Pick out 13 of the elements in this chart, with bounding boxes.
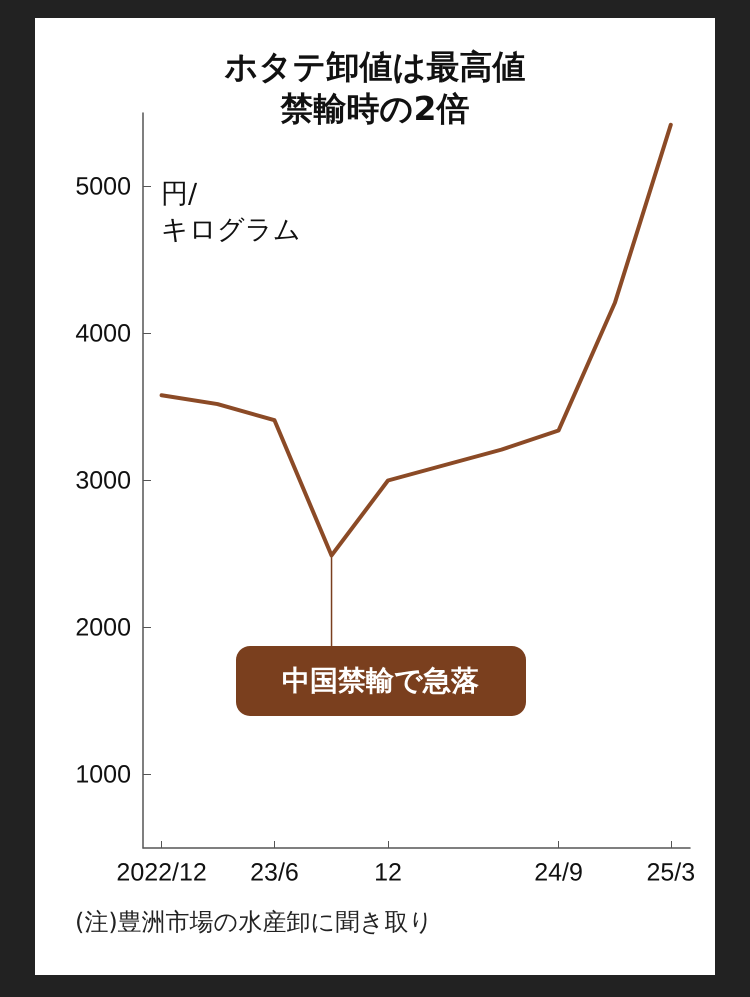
- x-tick-label: 24/9: [534, 858, 583, 886]
- x-tick-label: 23/6: [250, 858, 299, 886]
- chart-title: ホタテ卸値は最高値禁輸時の2倍: [223, 46, 526, 130]
- x-tick-label: 2022/12: [116, 858, 207, 886]
- y-tick-label: 1000: [75, 760, 131, 788]
- y-tick-label: 5000: [75, 172, 131, 200]
- x-tick-label: 25/3: [646, 858, 696, 886]
- x-tick-label: 12: [374, 858, 402, 886]
- y-tick-label: 4000: [75, 320, 131, 348]
- y-tick-label: 3000: [75, 466, 131, 494]
- y-axis-title: 円/ キログラム: [161, 178, 301, 246]
- y-tick-label: 2000: [75, 614, 131, 642]
- text: (注)豊洲市場の水産卸に聞き取り: [75, 908, 434, 936]
